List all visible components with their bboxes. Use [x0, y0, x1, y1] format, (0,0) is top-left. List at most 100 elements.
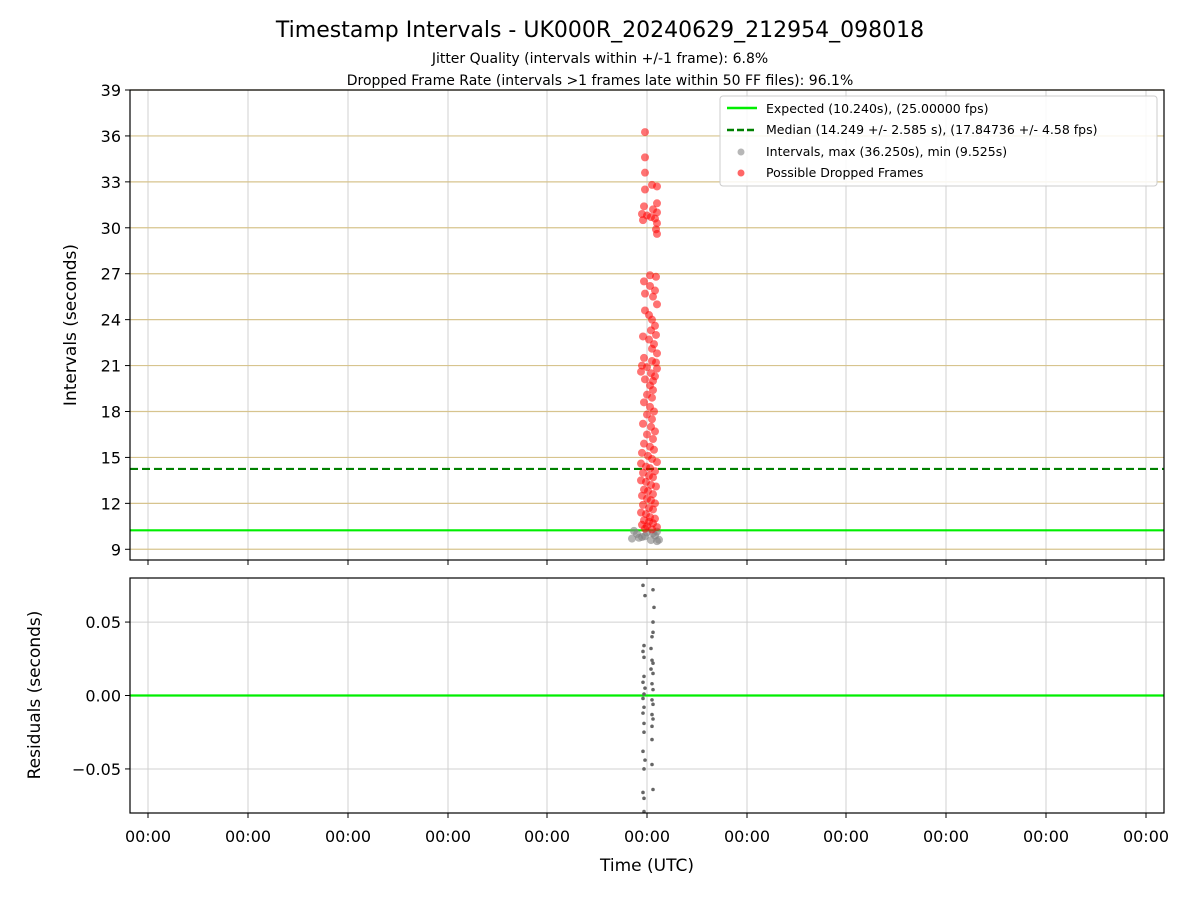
- chart-subtitle-dropped: Dropped Frame Rate (intervals >1 frames …: [347, 73, 854, 89]
- dropped-frame-point-52: [640, 398, 648, 407]
- dropped-frame-point-64: [650, 445, 658, 454]
- legend-box: [719, 95, 1158, 187]
- legend: Expected (10.240s), (25.00000 fps) Media…: [719, 95, 1158, 187]
- dropped-frame-point-17: [653, 229, 661, 238]
- residual-point-13: [649, 667, 653, 671]
- residual-point-19: [651, 687, 655, 692]
- legend-dropped-marker: [737, 169, 745, 177]
- residual-point-12: [651, 661, 655, 665]
- dropped-frame-point-41: [643, 363, 651, 372]
- x-tick-label-6: 00:00: [724, 827, 770, 846]
- x-tick-label-2: 00:00: [325, 827, 371, 846]
- residual-point-9: [649, 646, 653, 651]
- residual-point-37: [642, 796, 646, 801]
- dropped-frame-point-24: [649, 292, 657, 301]
- dropped-frame-point-13: [639, 216, 647, 225]
- residual-point-10: [642, 655, 646, 660]
- residuals-y-ticks: −0.05 0.00 0.05: [72, 613, 130, 779]
- intervals-ytick-label-6: 27: [101, 265, 121, 284]
- dropped-frame-point-32: [639, 332, 647, 341]
- dropped-frame-point-5: [641, 185, 649, 194]
- x-tick-label-10: 00:00: [1123, 827, 1169, 846]
- dropped-frame-point-51: [648, 393, 656, 402]
- legend-expected-label: Expected (10.240s), (25.00000 fps): [766, 101, 988, 116]
- legend-intervals-label: Intervals, max (36.250s), min (9.525s): [766, 144, 1007, 159]
- residual-point-5: [650, 634, 654, 639]
- dropped-frame-point-31: [652, 330, 660, 339]
- x-tick-label-9: 00:00: [1023, 827, 1069, 846]
- x-tick-label-5: 00:00: [624, 827, 670, 846]
- x-tick-label-3: 00:00: [425, 827, 471, 846]
- interval-point-12: [635, 533, 643, 542]
- x-axis-label: Time (UTC): [599, 856, 694, 876]
- residual-point-25: [641, 711, 645, 715]
- residual-point-23: [651, 702, 655, 707]
- dropped-frame-point-39: [652, 358, 660, 367]
- residuals-panel: −0.05 0.00 0.05 00:00 00:00 00:00 00:00 00:00 0…: [25, 577, 1169, 876]
- dropped-frame-point-65: [638, 448, 646, 457]
- residual-point-0: [641, 583, 645, 588]
- residual-point-11: [650, 658, 654, 663]
- residual-point-30: [642, 730, 646, 735]
- residual-point-1: [643, 593, 647, 598]
- residual-point-2: [651, 587, 655, 592]
- dropped-frame-point-1: [641, 153, 649, 162]
- dropped-frame-point-73: [639, 468, 647, 477]
- residuals-ytick-label-0: −0.05: [72, 760, 121, 779]
- dropped-frame-point-75: [649, 473, 657, 482]
- dropped-frame-point-7: [640, 202, 648, 211]
- dropped-frame-point-6: [653, 199, 661, 208]
- dropped-frame-point-68: [653, 458, 661, 467]
- dropped-frame-point-15: [653, 219, 661, 228]
- dropped-frame-point-100: [641, 524, 649, 533]
- intervals-y-axis-label: Intervals (seconds): [61, 244, 81, 406]
- dropped-frame-point-82: [649, 490, 657, 499]
- x-tick-label-4: 00:00: [524, 827, 570, 846]
- residual-point-34: [643, 758, 647, 762]
- dropped-frame-point-14: [647, 213, 655, 222]
- legend-median-label: Median (14.249 +/- 2.585 s), (17.84736 +…: [766, 122, 1097, 137]
- chart-title: Timestamp Intervals - UK000R_20240629_21…: [275, 18, 924, 43]
- residual-point-33: [642, 767, 646, 771]
- residual-point-14: [651, 671, 655, 676]
- residual-point-8: [641, 649, 645, 654]
- dropped-frame-point-25: [653, 300, 661, 309]
- residual-point-20: [642, 692, 646, 696]
- dropped-frame-point-62: [640, 439, 648, 448]
- residuals-ytick-label-2: 0.05: [85, 613, 121, 632]
- dropped-frame-point-19: [652, 272, 660, 281]
- residual-point-29: [650, 724, 654, 729]
- residual-point-15: [642, 674, 646, 679]
- dropped-frame-point-4: [653, 182, 661, 191]
- dropped-frame-point-2: [641, 168, 649, 177]
- residual-point-24: [642, 705, 646, 710]
- residual-point-36: [641, 790, 645, 795]
- dropped-frame-point-61: [649, 435, 657, 444]
- interval-point-8: [630, 526, 638, 535]
- residual-point-27: [651, 717, 655, 721]
- residual-point-3: [652, 605, 656, 610]
- intervals-points: [628, 128, 663, 546]
- intervals-ytick-label-1: 12: [101, 494, 121, 513]
- dropped-frame-point-46: [641, 375, 649, 384]
- residual-point-4: [651, 620, 655, 624]
- dropped-frame-point-60: [643, 430, 651, 439]
- dropped-frame-point-43: [637, 367, 645, 376]
- residuals-ytick-label-1: 0.00: [85, 687, 121, 706]
- dropped-frame-point-101: [648, 525, 656, 534]
- legend-dropped-label: Possible Dropped Frames: [766, 165, 923, 180]
- dropped-frame-point-0: [641, 128, 649, 137]
- residual-point-22: [650, 698, 654, 702]
- intervals-ytick-label-5: 24: [101, 311, 121, 330]
- dropped-frame-point-54: [650, 407, 658, 416]
- residual-point-16: [641, 680, 645, 685]
- dropped-frame-point-9: [653, 208, 661, 217]
- residual-point-21: [641, 696, 645, 701]
- dropped-frame-point-59: [651, 427, 659, 436]
- dropped-frame-point-20: [640, 277, 648, 286]
- dropped-frame-point-49: [649, 386, 657, 395]
- residuals-y-axis-label: Residuals (seconds): [25, 611, 45, 780]
- dropped-frame-point-37: [640, 353, 648, 362]
- residuals-points: [641, 583, 656, 814]
- intervals-panel: 9 12 15 18 21 24 27 30 33 36 39 Intervals (seconds…: [61, 81, 1165, 565]
